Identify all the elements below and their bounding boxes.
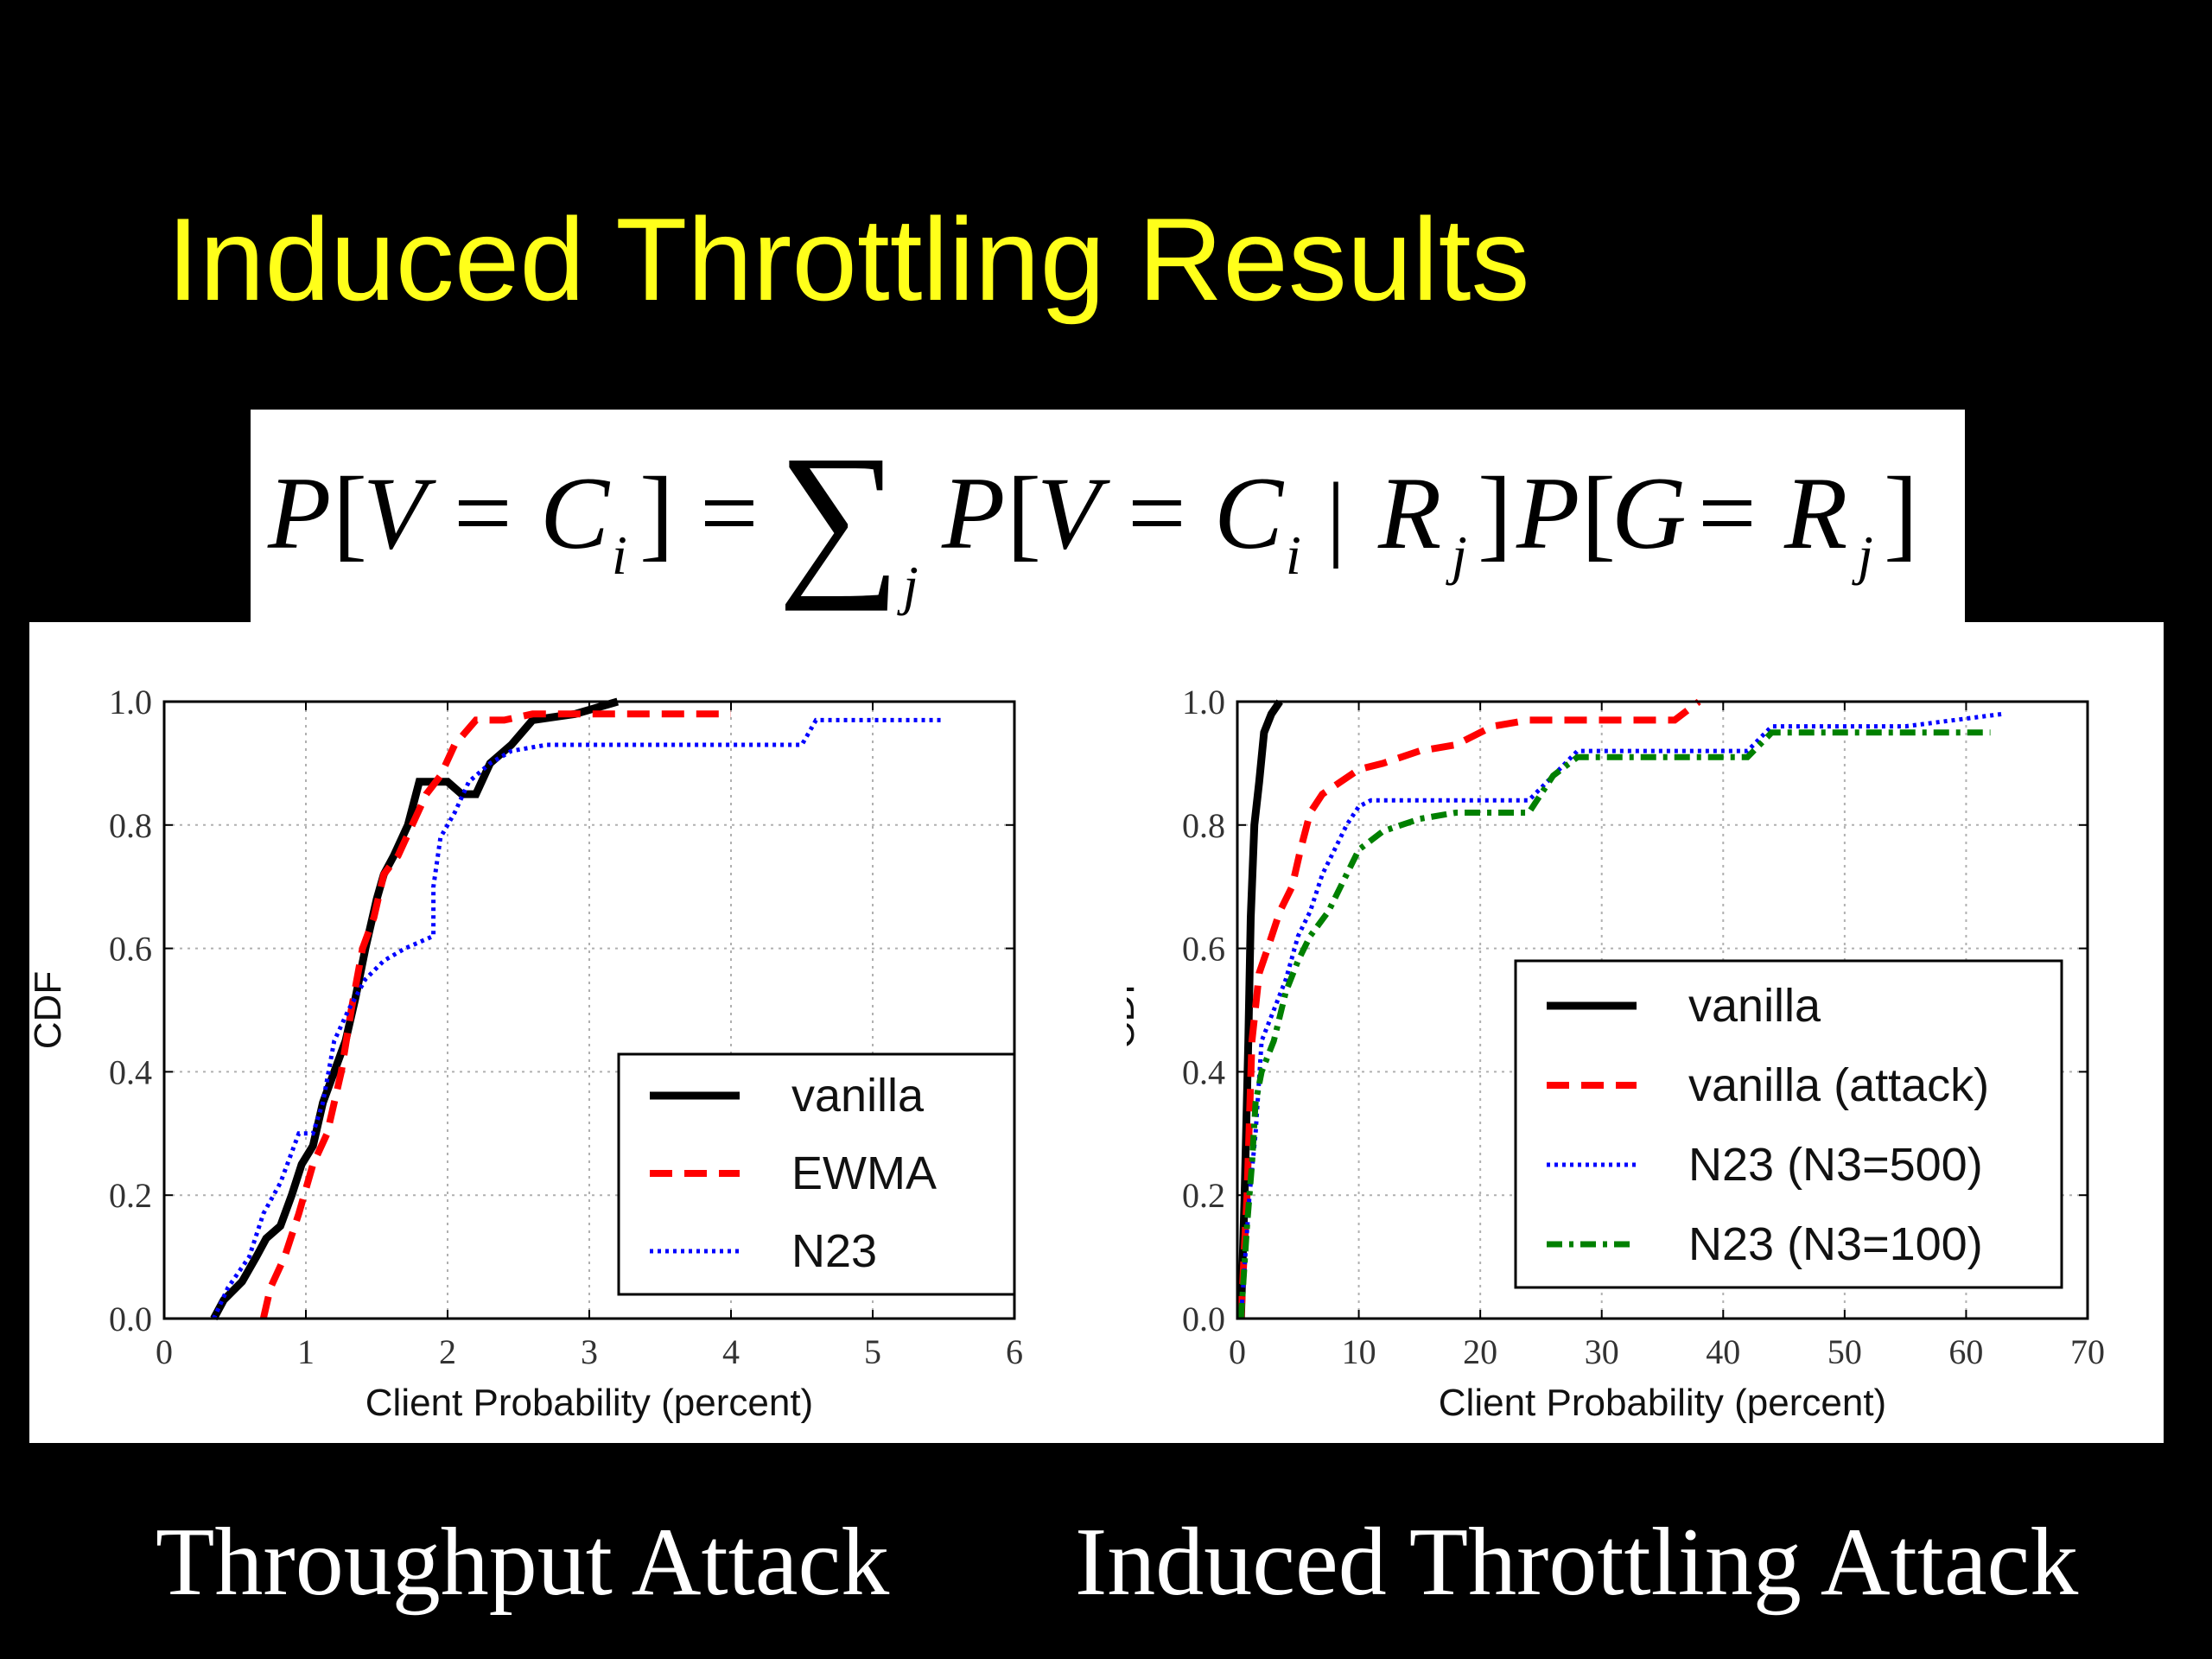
formula-c1: C [540,455,611,570]
caption-induced-throttling-attack: Induced Throttling Attack [1075,1509,2079,1616]
formula-lb3: [ [1581,455,1616,570]
formula-lb1: [ [333,455,367,570]
formula-i2: i [1286,524,1301,586]
formula-lb2: [ [1007,455,1041,570]
x-tick-label: 20 [1463,1332,1497,1371]
x-tick-label: 4 [722,1332,740,1371]
legend-label: vanilla (attack) [1688,1059,1989,1111]
formula-r1: R [1377,455,1441,570]
y-tick-label: 0.2 [109,1176,152,1215]
chart-induced-throttling-attack: 0 10 20 30 40 50 60 70 0.0 0.2 0.4 0.6 0.8 1.0 Client … [1127,683,2105,1424]
y-tick-label: 0.8 [1182,806,1225,845]
x-tick-label: 50 [1827,1332,1862,1371]
formula-eq3: = [1128,455,1186,570]
caption-throughput-attack: Throughput Attack [156,1509,890,1616]
series-line-n23-n3-100 [1237,729,1991,1319]
y-tick-label: 0.4 [109,1052,152,1091]
x-axis-label: Client Probability (percent) [1439,1382,1886,1424]
x-tick-label: 60 [1948,1332,1983,1371]
x-tick-label: 3 [581,1332,598,1371]
formula-j1: j [1446,524,1467,586]
y-axis-label: CDF [1127,971,1142,1049]
formula-rb3: ] [1884,455,1918,570]
formula-rb2: ] [1478,455,1512,570]
legend-label: vanilla [1688,980,1821,1032]
x-tick-label: 5 [864,1332,881,1371]
y-axis-label: CDF [29,971,69,1049]
legend-label: vanilla [791,1070,925,1122]
y-tick-label: 0.0 [1182,1300,1225,1338]
legend-label: N23 [791,1225,877,1277]
formula-r2: R [1783,455,1847,570]
formula-j2: j [1852,524,1873,586]
formula-box: P [ V = C i ] = ∑ j P [ V = C i | R j ] … [251,410,1965,626]
x-tick-label: 30 [1585,1332,1619,1371]
formula-eq1: = [454,455,512,570]
y-tick-label: 0.4 [1182,1052,1225,1091]
legend-label: N23 (N3=100) [1688,1218,1983,1270]
x-tick-label: 70 [2070,1332,2105,1371]
slide-title: Induced Throttling Results [167,194,1530,325]
plot-frame [1236,700,2089,1320]
formula-bar: | [1326,463,1345,569]
y-tick-label: 0.6 [109,930,152,969]
formula-v2: V [1037,455,1110,570]
formula-p3: P [1516,455,1580,570]
formula-eq2: = [700,455,759,570]
series-line-n23-n3-500 [1238,711,2003,1319]
formula-c2: C [1214,455,1285,570]
y-tick-label: 0.6 [1182,930,1225,969]
y-tick-label: 0.8 [109,806,152,845]
formula-rb1: ] [639,455,674,570]
x-tick-label: 1 [297,1332,315,1371]
formula: P [ V = C i ] = ∑ j P [ V = C i | R j ] … [267,421,1918,616]
y-tick-label: 1.0 [1182,683,1225,721]
formula-eq4: = [1698,455,1757,570]
x-tick-label: 2 [439,1332,456,1371]
x-tick-label: 0 [156,1332,173,1371]
y-tick-label: 1.0 [109,683,152,721]
formula-sum: ∑ [778,421,901,612]
x-tick-label: 10 [1342,1332,1376,1371]
x-tick-label: 6 [1006,1332,1023,1371]
formula-g: G [1611,455,1687,570]
chart-throughput-attack: 0 1 2 3 4 5 6 0.0 0.2 0.4 0.6 0.8 1.0 Client Probabil… [29,683,1023,1424]
y-tick-label: 0.0 [109,1300,152,1338]
x-tick-label: 40 [1706,1332,1740,1371]
legend-label: EWMA [791,1147,937,1199]
plot-frame [162,700,1016,1320]
x-axis-label: Client Probability (percent) [365,1382,813,1424]
y-tick-label: 0.2 [1182,1176,1225,1215]
legend-label: N23 (N3=500) [1688,1139,1983,1191]
legend [1514,959,2063,1289]
formula-p1: P [267,455,331,570]
formula-p2: P [941,455,1005,570]
formula-i1: i [612,524,627,586]
x-tick-label: 0 [1229,1332,1246,1371]
series-line-vanilla-attack [1237,698,1701,1319]
formula-v1: V [363,455,436,570]
charts-panel: 0 1 2 3 4 5 6 0.0 0.2 0.4 0.6 0.8 1.0 Client Probabil… [29,622,2164,1443]
